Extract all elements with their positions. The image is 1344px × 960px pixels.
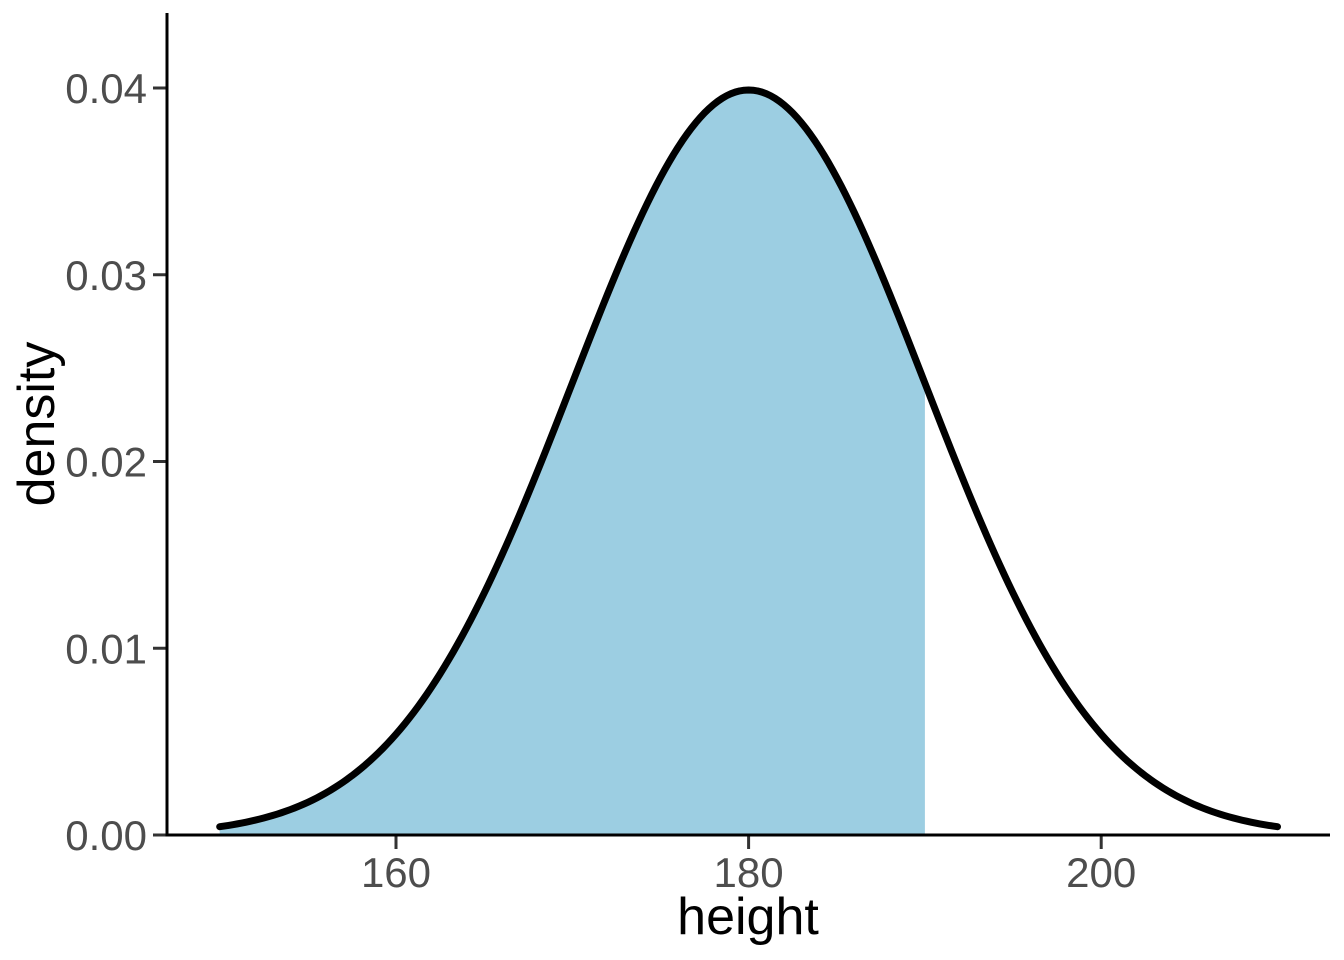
- y-tick-label: 0.04: [65, 65, 147, 112]
- y-tick-label: 0.02: [65, 439, 147, 486]
- y-tick-label: 0.03: [65, 252, 147, 299]
- density-curve-path: [216, 86, 1281, 831]
- x-axis: [165, 833, 1330, 849]
- x-axis-title: height: [677, 888, 819, 946]
- density-curve: [216, 86, 1281, 831]
- x-tick-label: 160: [361, 849, 431, 896]
- y-tick-label: 0.00: [65, 812, 147, 859]
- y-tick-labels: 0.00 0.01 0.02 0.03 0.04: [65, 65, 147, 859]
- y-tick-label: 0.01: [65, 625, 147, 672]
- shaded-area: [219, 89, 925, 836]
- y-axis-title: density: [8, 342, 66, 507]
- x-tick-label: 200: [1066, 849, 1136, 896]
- shaded-area-path: [219, 89, 925, 836]
- y-axis: [153, 13, 169, 837]
- x-tick-label: 180: [714, 849, 784, 896]
- x-tick-labels: 160 180 200: [361, 849, 1136, 896]
